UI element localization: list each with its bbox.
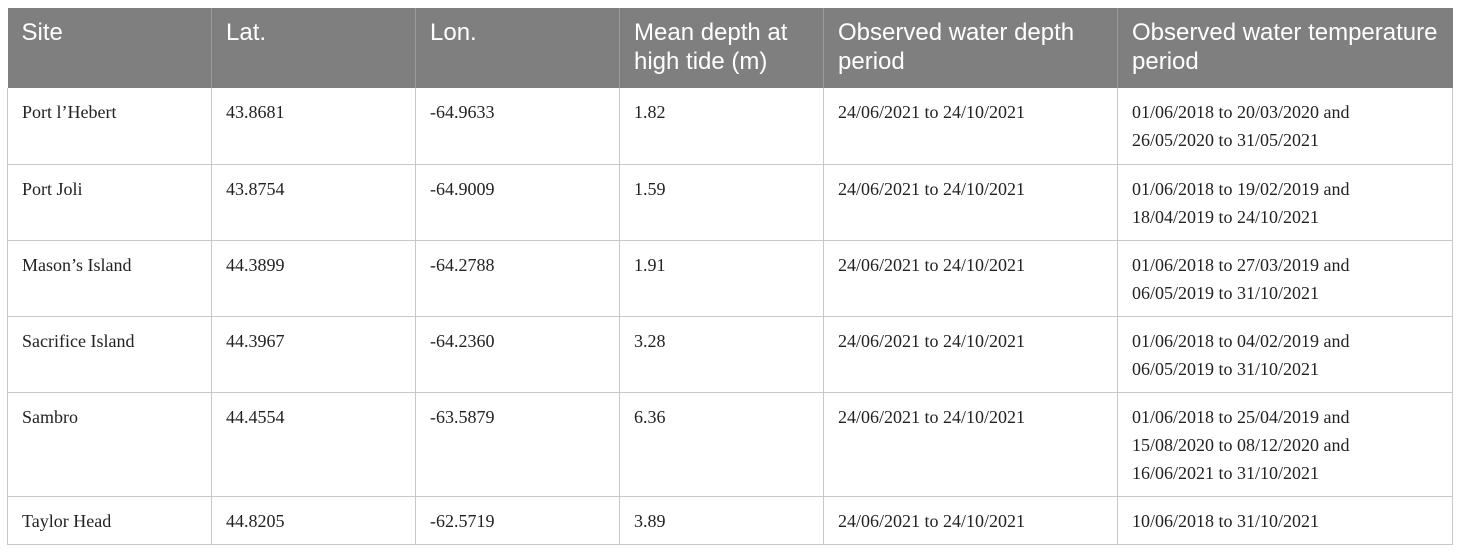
cell-temperature-period: 10/06/2018 to 31/10/2021 (1117, 496, 1453, 545)
cell-mean-depth: 1.59 (619, 164, 824, 241)
table-row: Sambro 44.4554 -63.5879 6.36 24/06/2021 to 2… (7, 392, 1453, 497)
cell-temperature-period: 01/06/2018 to 04/02/2019 and 06/05/2019 t… (1117, 316, 1453, 393)
cell-lon: -64.2788 (415, 240, 620, 317)
cell-mean-depth: 3.28 (619, 316, 824, 393)
temperature-period-line: 01/06/2018 to 27/03/2019 and (1132, 254, 1350, 275)
table-row: Taylor Head 44.8205 -62.5719 3.89 24/06/2021… (7, 496, 1453, 545)
cell-temperature-period: 01/06/2018 to 20/03/2020 and 26/05/2020 t… (1117, 88, 1453, 165)
cell-lat: 44.4554 (211, 392, 416, 497)
temperature-period-line: 06/05/2019 to 31/10/2021 (1132, 282, 1320, 303)
cell-depth-period: 24/06/2021 to 24/10/2021 (823, 164, 1118, 241)
temperature-period-line: 06/05/2019 to 31/10/2021 (1132, 358, 1320, 379)
cell-temperature-period: 01/06/2018 to 19/02/2019 and 18/04/2019 t… (1117, 164, 1453, 241)
cell-lon: -63.5879 (415, 392, 620, 497)
cell-site: Mason’s Island (7, 240, 212, 317)
header-row: Site Lat. Lon. Mean depth at high tide (… (7, 8, 1453, 88)
temperature-period-line: 26/05/2020 to 31/05/2021 (1132, 130, 1320, 150)
cell-lat: 44.8205 (211, 496, 416, 545)
cell-mean-depth: 6.36 (619, 392, 824, 497)
cell-site: Sambro (7, 392, 212, 497)
table-body: Port l’Hebert 43.8681 -64.9633 1.82 24/06/20… (7, 88, 1453, 545)
cell-mean-depth: 1.91 (619, 240, 824, 317)
header-depth-period: Observed water depth period (823, 8, 1118, 88)
cell-temperature-period: 01/06/2018 to 27/03/2019 and 06/05/2019 t… (1117, 240, 1453, 317)
cell-lon: -62.5719 (415, 496, 620, 545)
temperature-period-line: 15/08/2020 to 08/12/2020 and (1132, 434, 1350, 455)
header-temperature-period: Observed water temperature period (1117, 8, 1453, 88)
temperature-period-line: 01/06/2018 to 19/02/2019 and (1132, 178, 1350, 199)
header-lat: Lat. (211, 8, 416, 88)
cell-lon: -64.9633 (415, 88, 620, 165)
cell-depth-period: 24/06/2021 to 24/10/2021 (823, 496, 1118, 545)
temperature-period-line: 01/06/2018 to 25/04/2019 and (1132, 406, 1350, 427)
header-site: Site (7, 8, 212, 88)
temperature-period-line: 10/06/2018 to 31/10/2021 (1132, 510, 1320, 531)
cell-mean-depth: 1.82 (619, 88, 824, 165)
sites-table: Site Lat. Lon. Mean depth at high tide (… (7, 8, 1453, 545)
cell-lat: 43.8754 (211, 164, 416, 241)
temperature-period-line: 18/04/2019 to 24/10/2021 (1132, 206, 1320, 227)
cell-site: Port l’Hebert (7, 88, 212, 165)
cell-depth-period: 24/06/2021 to 24/10/2021 (823, 316, 1118, 393)
temperature-period-line: 16/06/2021 to 31/10/2021 (1132, 462, 1320, 483)
table-row: Port l’Hebert 43.8681 -64.9633 1.82 24/06/20… (7, 88, 1453, 165)
table-row: Port Joli 43.8754 -64.9009 1.59 24/06/2021 t… (7, 164, 1453, 241)
cell-lat: 44.3899 (211, 240, 416, 317)
cell-site: Port Joli (7, 164, 212, 241)
table-header: Site Lat. Lon. Mean depth at high tide (… (7, 8, 1453, 88)
cell-lat: 43.8681 (211, 88, 416, 165)
cell-depth-period: 24/06/2021 to 24/10/2021 (823, 88, 1118, 165)
header-lon: Lon. (415, 8, 620, 88)
cell-site: Sacrifice Island (7, 316, 212, 393)
temperature-period-line: 01/06/2018 to 04/02/2019 and (1132, 330, 1350, 351)
temperature-period-line: 01/06/2018 to 20/03/2020 and (1132, 102, 1350, 122)
cell-temperature-period: 01/06/2018 to 25/04/2019 and 15/08/2020 t… (1117, 392, 1453, 497)
cell-lat: 44.3967 (211, 316, 416, 393)
table-row: Sacrifice Island 44.3967 -64.2360 3.28 24/06… (7, 316, 1453, 393)
cell-depth-period: 24/06/2021 to 24/10/2021 (823, 392, 1118, 497)
header-mean-depth: Mean depth at high tide (m) (619, 8, 824, 88)
cell-mean-depth: 3.89 (619, 496, 824, 545)
table-row: Mason’s Island 44.3899 -64.2788 1.91 24/06/2… (7, 240, 1453, 317)
cell-depth-period: 24/06/2021 to 24/10/2021 (823, 240, 1118, 317)
cell-lon: -64.9009 (415, 164, 620, 241)
cell-site: Taylor Head (7, 496, 212, 545)
cell-lon: -64.2360 (415, 316, 620, 393)
